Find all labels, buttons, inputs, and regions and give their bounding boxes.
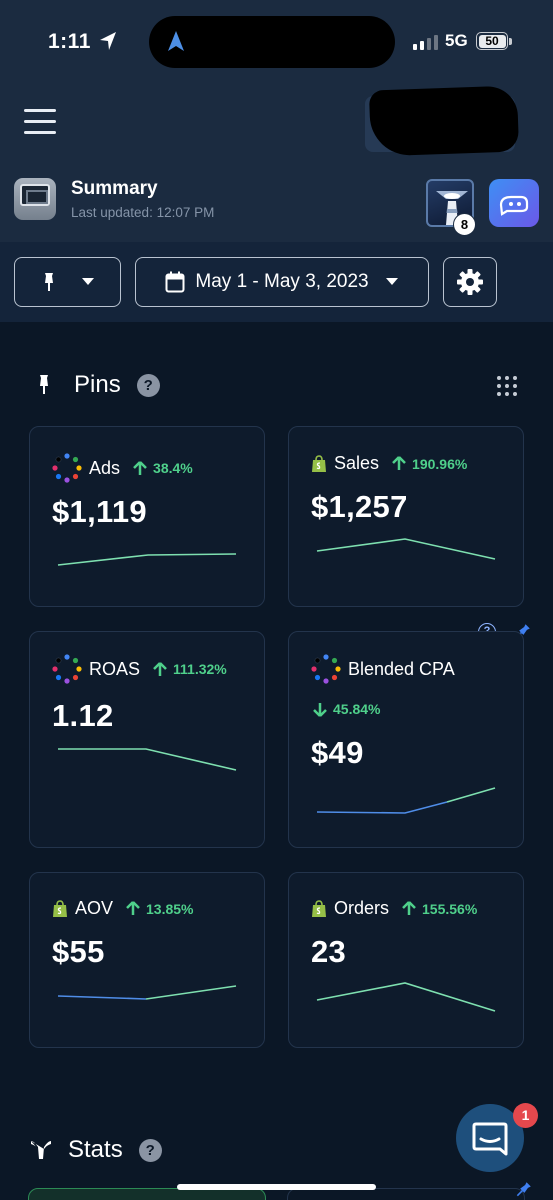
- stats-help-icon[interactable]: ?: [138, 1138, 162, 1162]
- sparkline-chart: [316, 982, 496, 1012]
- pins-title: Pins: [74, 371, 121, 398]
- stats-card[interactable]: [287, 1188, 525, 1200]
- battery-nub: [509, 38, 512, 45]
- sparkline-chart: [58, 748, 237, 771]
- card-header: Orders 155.56%: [311, 898, 477, 919]
- robot-whale-icon: [499, 195, 529, 216]
- date-range-picker[interactable]: May 1 - May 3, 2023: [135, 257, 429, 307]
- shopify-bag-icon: [312, 899, 326, 917]
- settings-button[interactable]: [443, 257, 497, 307]
- sparkline-chart: [57, 985, 237, 1000]
- battery-level: 50: [478, 34, 506, 48]
- arrow-up-icon: [126, 901, 140, 915]
- pin-card-aov[interactable]: AOV 13.85% $55: [29, 872, 265, 1048]
- notification-badge: 8: [453, 213, 476, 236]
- change-value: 45.84%: [333, 701, 381, 717]
- card-label: Orders: [334, 898, 390, 918]
- shopify-bag-icon: [53, 899, 67, 917]
- arrow-up-icon: [402, 901, 416, 915]
- arrow-up-icon: [392, 456, 406, 470]
- location-arrow-icon: [100, 32, 116, 50]
- cellular-signal-icon: [413, 34, 438, 50]
- pin-card-ads[interactable]: Ads 38.4% $1,119: [29, 426, 265, 607]
- multicolor-ads-icon: [52, 654, 82, 684]
- calendar-icon: [165, 271, 185, 293]
- hamburger-menu-icon[interactable]: [24, 109, 56, 137]
- pins-section-header: Pins ?: [36, 371, 160, 399]
- change-indicator: 155.56%: [402, 901, 477, 917]
- last-updated-text: Last updated: 12:07 PM: [71, 205, 215, 220]
- card-value: 1.12: [52, 698, 114, 733]
- pinned-icon[interactable]: [514, 1181, 532, 1199]
- pin-filter-dropdown[interactable]: [14, 257, 121, 307]
- card-header: Sales 190.96%: [311, 453, 467, 474]
- network-type: 5G: [445, 31, 468, 50]
- sparkline-chart: [57, 553, 237, 566]
- home-indicator: [177, 1184, 376, 1190]
- change-indicator: 190.96%: [392, 456, 467, 472]
- card-value: $1,257: [311, 489, 408, 524]
- multicolor-ads-icon: [52, 453, 82, 483]
- card-label: Ads: [89, 457, 121, 478]
- multicolor-ads-icon: [311, 654, 341, 684]
- pin-card-sales[interactable]: Sales 190.96% $1,257: [288, 426, 524, 607]
- caret-down-icon: [385, 278, 398, 285]
- date-range-label: May 1 - May 3, 2023: [195, 271, 369, 292]
- support-chat-button[interactable]: [456, 1104, 524, 1172]
- ai-assistant-button[interactable]: [489, 179, 539, 227]
- pin-card-roas[interactable]: ROAS 111.32% 1.12: [29, 631, 265, 848]
- navigation-arrow-icon: [168, 31, 184, 51]
- pin-icon: [40, 375, 48, 394]
- card-value: 23: [311, 934, 347, 969]
- pins-help-icon[interactable]: ?: [136, 373, 160, 397]
- pin-icon: [44, 273, 53, 291]
- card-header: ROAS 111.32%: [52, 654, 227, 684]
- arrow-down-icon: [313, 702, 327, 717]
- pin-card-orders[interactable]: Orders 155.56% 23: [288, 872, 524, 1048]
- funnel-icon: [31, 1141, 51, 1159]
- card-label: ROAS: [89, 658, 141, 679]
- change-value: 190.96%: [412, 455, 468, 472]
- chat-bubble-icon: [472, 1122, 508, 1156]
- caret-down-icon: [81, 278, 94, 285]
- arrow-up-icon: [133, 460, 147, 475]
- change-value: 111.32%: [173, 661, 227, 677]
- page-title: Summary: [71, 178, 158, 199]
- card-value: $55: [52, 934, 105, 969]
- stats-section-header: Stats ?: [30, 1136, 162, 1164]
- change-value: 13.85%: [146, 900, 194, 917]
- change-value: 38.4%: [153, 460, 193, 476]
- status-time: 1:11: [48, 30, 91, 53]
- change-indicator: 45.84%: [313, 701, 380, 717]
- gear-icon: [457, 269, 483, 295]
- change-indicator: 111.32%: [153, 661, 227, 677]
- sparkline-chart: [316, 538, 496, 560]
- card-label: Blended CPA: [348, 658, 455, 679]
- battery-icon: 50: [476, 32, 508, 50]
- arrow-up-icon: [153, 661, 167, 676]
- card-header: AOV 13.85%: [52, 898, 194, 919]
- card-header: Blended CPA: [311, 654, 455, 684]
- grid-layout-icon[interactable]: [497, 376, 519, 396]
- card-value: $1,119: [52, 494, 147, 529]
- card-header: Ads 38.4%: [52, 453, 193, 483]
- dynamic-island: [149, 16, 395, 68]
- sparkline-chart: [316, 787, 496, 814]
- redaction-mark: [368, 85, 520, 157]
- change-indicator: 38.4%: [133, 460, 193, 476]
- unread-badge: 1: [513, 1103, 538, 1128]
- card-label: AOV: [75, 898, 114, 918]
- stats-card[interactable]: [28, 1188, 266, 1200]
- shopify-bag-icon: [312, 454, 326, 472]
- summary-dashboard-icon: [14, 178, 56, 220]
- card-label: Sales: [334, 453, 380, 473]
- pin-card-blended-cpa[interactable]: Blended CPA 45.84% $49: [288, 631, 524, 848]
- stats-title: Stats: [68, 1136, 123, 1163]
- change-indicator: 13.85%: [126, 900, 194, 917]
- change-value: 155.56%: [422, 900, 478, 917]
- card-value: $49: [311, 735, 364, 770]
